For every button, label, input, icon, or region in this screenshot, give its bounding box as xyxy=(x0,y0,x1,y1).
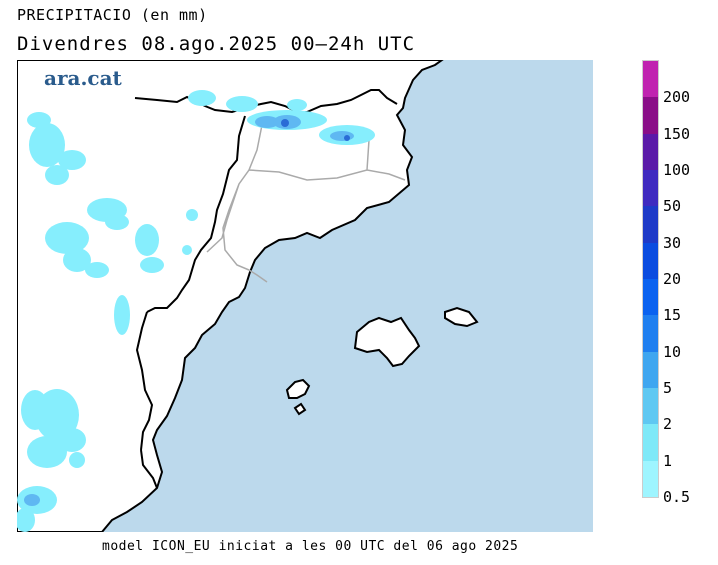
valencia-border xyxy=(135,311,154,451)
legend-color-5 xyxy=(643,351,658,388)
legend-label: 0.5 xyxy=(663,488,691,506)
legend-label: 1 xyxy=(663,451,673,470)
south-west-border xyxy=(140,449,158,489)
legend-color-0.5 xyxy=(643,460,658,497)
precipitation-legend-scale xyxy=(642,60,659,498)
legend-label: 15 xyxy=(663,306,682,325)
legend-color-200 xyxy=(643,61,658,98)
eivissa-island xyxy=(285,378,311,399)
formentera-island xyxy=(293,402,307,416)
legend-label: 100 xyxy=(663,161,691,179)
legend-label: 2 xyxy=(663,415,673,434)
menorca-island xyxy=(444,306,479,328)
legend-color-100 xyxy=(643,133,658,170)
model-run-note: model ICON_EU iniciat a les 00 UTC del 0… xyxy=(102,539,519,554)
precipitation-map xyxy=(17,60,593,532)
legend-label: 10 xyxy=(663,342,682,361)
legend-color-2 xyxy=(643,387,658,425)
legend-color-10 xyxy=(643,315,658,352)
catalonia-aragon-border xyxy=(146,115,246,313)
legend-label: 200 xyxy=(663,88,691,107)
legend-color-15 xyxy=(643,278,658,316)
legend-color-50 xyxy=(643,169,658,207)
legend-label: 5 xyxy=(663,379,673,397)
legend-label: 20 xyxy=(663,270,682,288)
legend-color-150 xyxy=(643,97,658,134)
legend-label: 30 xyxy=(663,233,682,252)
legend-color-1 xyxy=(643,424,658,461)
map-variable-title: PRECIPITACIO (en mm) xyxy=(17,6,208,24)
precipitation-areas xyxy=(17,90,375,532)
legend-label: 150 xyxy=(663,124,691,143)
ara-cat-logo: ara.cat xyxy=(44,66,122,90)
legend-label: 50 xyxy=(663,197,682,216)
legend-color-30 xyxy=(643,206,658,243)
mallorca-island xyxy=(353,316,421,368)
map-date-title: Divendres 08.ago.2025 00–24h UTC xyxy=(17,33,416,55)
legend-color-20 xyxy=(643,242,658,279)
